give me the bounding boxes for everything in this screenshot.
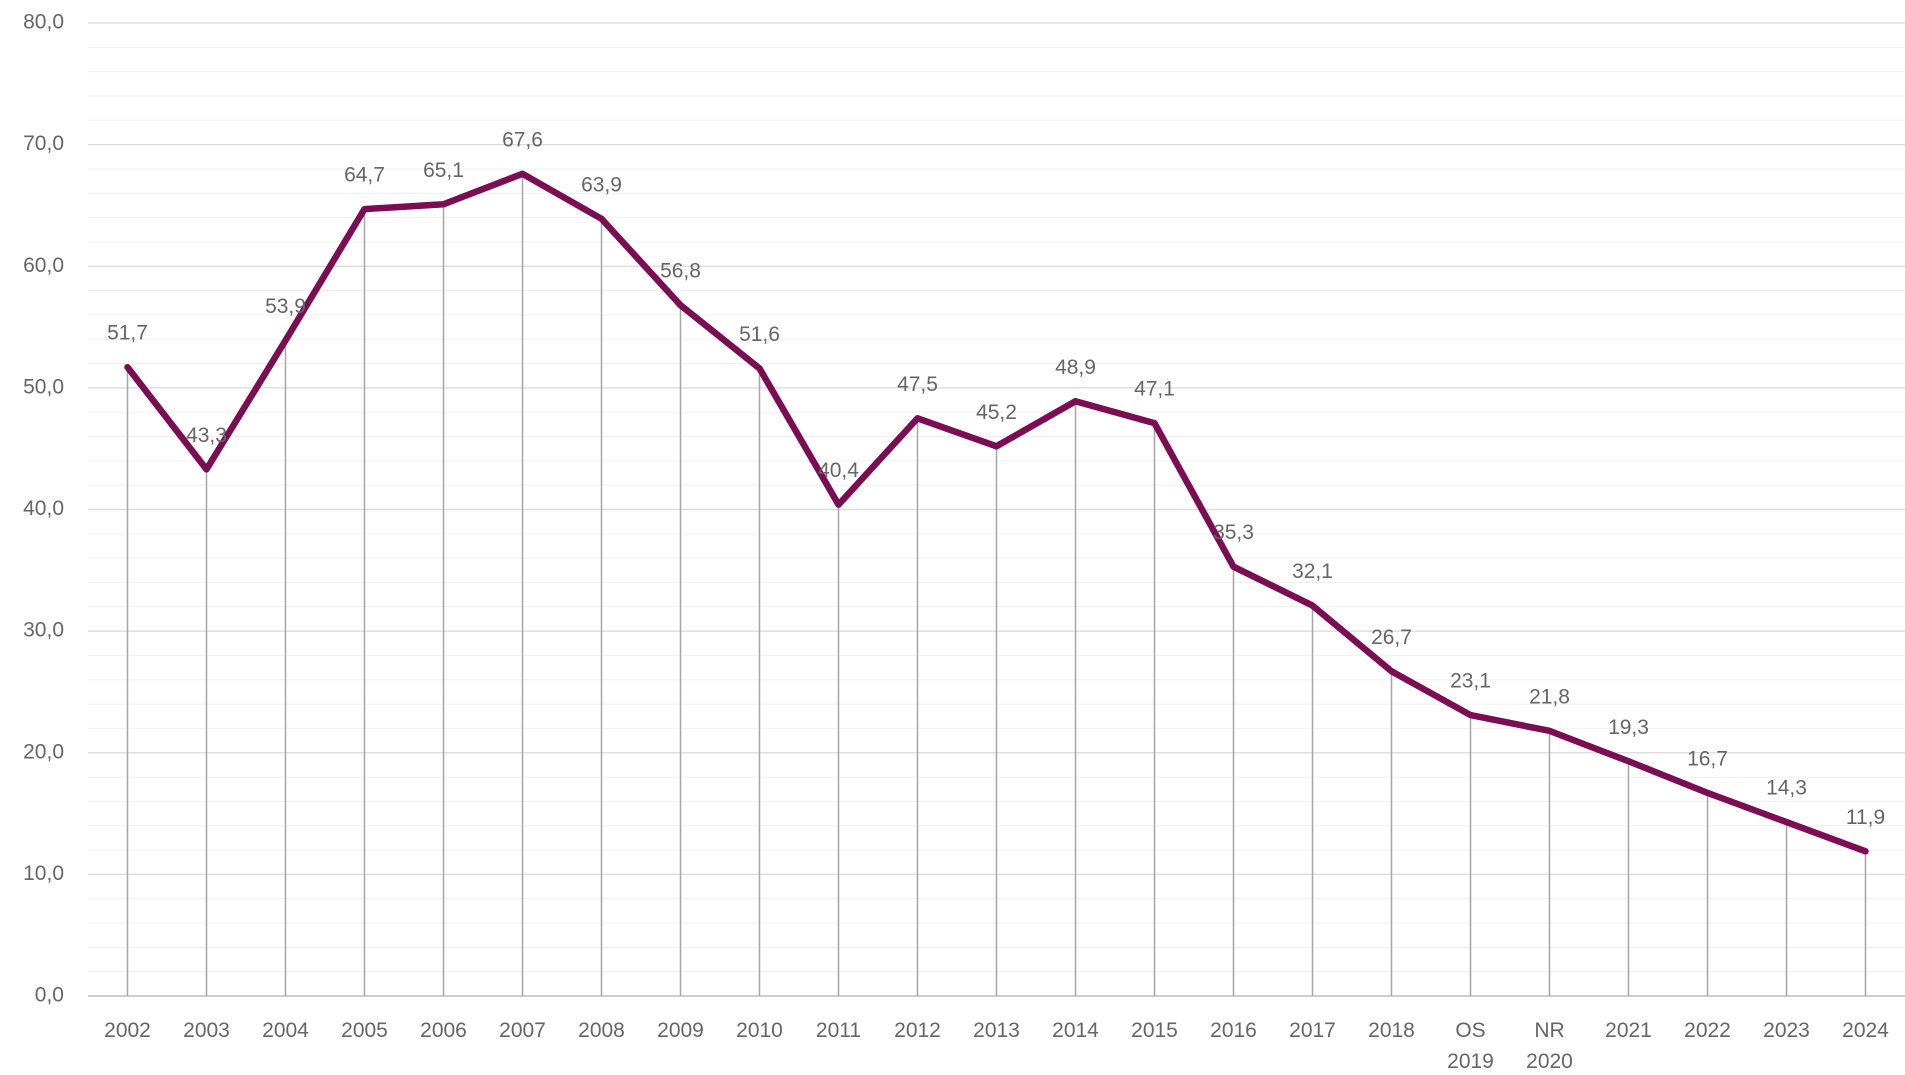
x-tick-label: 2013: [973, 1019, 1020, 1042]
x-tick-label: 2010: [736, 1019, 783, 1042]
x-tick-label: 2015: [1131, 1019, 1178, 1042]
data-label: 67,6: [502, 128, 543, 151]
data-label: 32,1: [1292, 560, 1333, 583]
x-tick-label: 2017: [1289, 1019, 1336, 1042]
y-tick-label: 70,0: [23, 132, 64, 155]
data-label: 45,2: [976, 401, 1017, 424]
x-tick-label: 2011: [816, 1019, 861, 1042]
x-tick-label: 2002: [104, 1019, 151, 1042]
data-label: 11,9: [1846, 806, 1885, 829]
x-tick-label: 2012: [894, 1019, 941, 1042]
data-label: 23,1: [1450, 670, 1491, 693]
data-label: 40,4: [818, 459, 859, 482]
data-label: 63,9: [581, 173, 622, 196]
data-label: 21,8: [1529, 685, 1570, 708]
y-tick-label: 30,0: [23, 619, 64, 642]
data-label: 53,9: [265, 295, 306, 318]
y-tick-label: 40,0: [23, 497, 64, 520]
data-label: 51,7: [107, 322, 148, 345]
x-tick-label: 2007: [499, 1019, 546, 1042]
x-tick-label: 2024: [1842, 1019, 1889, 1042]
line-series: [124, 170, 1869, 855]
data-label: 48,9: [1055, 356, 1096, 379]
x-tick-label: 2018: [1368, 1019, 1415, 1042]
data-label: 47,5: [897, 373, 938, 396]
data-label: 14,3: [1766, 777, 1807, 800]
data-label: 43,3: [186, 424, 227, 447]
x-tick-label: 2021: [1605, 1019, 1652, 1042]
data-label: 19,3: [1608, 716, 1649, 739]
x-tick-label: 2014: [1052, 1019, 1099, 1042]
data-label: 26,7: [1371, 626, 1412, 649]
x-tick-label: 2006: [420, 1019, 467, 1042]
y-tick-label: 60,0: [23, 254, 64, 277]
x-tick-label: 2005: [341, 1019, 388, 1042]
data-label: 51,6: [739, 323, 780, 346]
y-tick-label: 0,0: [35, 984, 64, 1007]
x-tick-label: NR 2020: [1526, 1019, 1573, 1073]
x-tick-label: 2016: [1210, 1019, 1257, 1042]
data-label: 64,7: [344, 164, 385, 187]
x-tick-label: 2023: [1763, 1019, 1810, 1042]
x-tick-label: OS 2019: [1447, 1019, 1494, 1073]
y-tick-label: 10,0: [23, 862, 64, 885]
data-label: 35,3: [1213, 521, 1254, 544]
x-tick-label: 2003: [183, 1019, 230, 1042]
x-tick-label: 2008: [578, 1019, 625, 1042]
y-tick-label: 50,0: [23, 375, 64, 398]
data-label: 16,7: [1687, 747, 1728, 770]
y-tick-label: 20,0: [23, 740, 64, 763]
data-label: 65,1: [423, 159, 464, 182]
data-label: 47,1: [1134, 378, 1175, 401]
x-tick-label: 2004: [262, 1019, 309, 1042]
x-tick-label: 2022: [1684, 1019, 1731, 1042]
y-tick-label: 80,0: [23, 11, 64, 34]
x-tick-label: 2009: [657, 1019, 704, 1042]
data-label: 56,8: [660, 260, 701, 283]
